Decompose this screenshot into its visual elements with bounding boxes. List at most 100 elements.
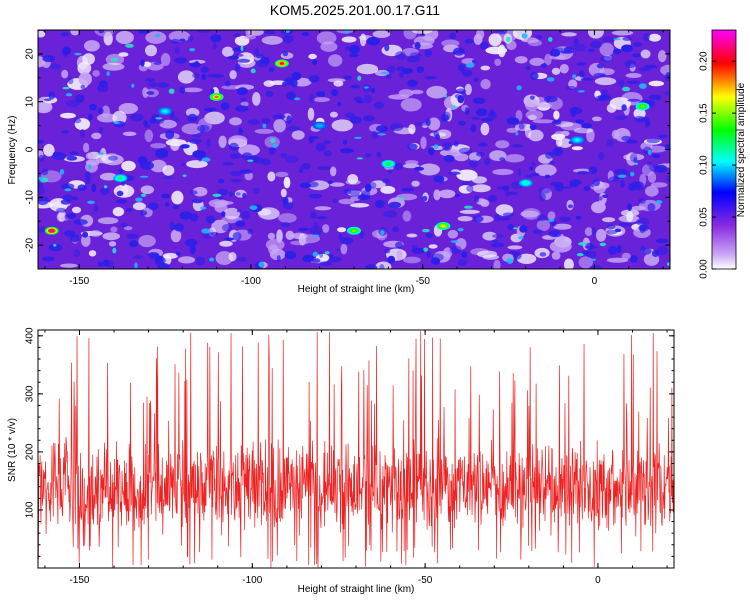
heatmap-low-blob bbox=[60, 263, 78, 268]
heatmap-low-blob bbox=[251, 92, 261, 106]
heatmap-ticks bbox=[38, 29, 670, 270]
heatmap-blue-blob bbox=[203, 107, 218, 112]
heatmap-blue-blob bbox=[82, 231, 89, 238]
heatmap-blue-blob bbox=[69, 151, 79, 155]
heatmap-blue-blob bbox=[99, 187, 110, 195]
heatmap-low-blob bbox=[547, 211, 556, 221]
heatmap-blue-blob bbox=[138, 30, 151, 34]
heatmap-blue-blob bbox=[589, 264, 603, 269]
heatmap-low-blob bbox=[402, 163, 420, 169]
heatmap-low-blob bbox=[254, 128, 274, 134]
heatmap-blue-blob bbox=[192, 72, 200, 79]
heatmap-blue-blob bbox=[280, 222, 291, 227]
heatmap-cyan-blob bbox=[155, 33, 161, 38]
heatmap-low-blob bbox=[228, 252, 237, 262]
heatmap-blue-blob bbox=[563, 46, 573, 52]
heatmap-blue-blob bbox=[217, 178, 225, 184]
heatmap-blue-blob bbox=[140, 161, 155, 170]
heatmap-blue-blob bbox=[407, 143, 418, 151]
heatmap-blue-blob bbox=[286, 115, 292, 124]
heatmap-cyan-blob bbox=[312, 251, 319, 257]
heatmap-cyan-blob bbox=[62, 86, 70, 90]
heatmap-low-blob bbox=[121, 160, 136, 172]
heatmap-blue-blob bbox=[72, 196, 78, 200]
heatmap-blue-blob bbox=[195, 256, 206, 266]
heatmap-low-blob bbox=[38, 30, 46, 38]
heatmap-low-blob bbox=[223, 207, 240, 220]
heatmap-low-blob bbox=[492, 168, 514, 176]
heatmap-blue-blob bbox=[598, 152, 605, 160]
heatmap-blue-blob bbox=[235, 63, 241, 72]
heatmap-blue-blob bbox=[143, 120, 149, 126]
heatmap-blue-blob bbox=[375, 200, 383, 207]
heatmap-blue-blob bbox=[60, 199, 71, 205]
heatmap-cyan-blob bbox=[53, 243, 57, 247]
heatmap-low-blob bbox=[110, 226, 118, 233]
heatmap-cyan-blob bbox=[87, 200, 95, 204]
heatmap-blue-blob bbox=[363, 115, 375, 122]
heatmap-blue-blob bbox=[387, 255, 396, 264]
heatmap-blue-blob bbox=[171, 38, 180, 45]
heatmap-blue-blob bbox=[224, 80, 231, 87]
heatmap-low-blob bbox=[308, 53, 317, 60]
heatmap-texture bbox=[38, 30, 670, 269]
heatmap-low-blob bbox=[524, 98, 539, 112]
heatmap-low-blob bbox=[408, 124, 416, 135]
heatmap-low-blob bbox=[240, 101, 249, 107]
heatmap-cyan-blob bbox=[630, 171, 635, 177]
heatmap-blue-blob bbox=[236, 87, 249, 96]
heatmap-blue-blob bbox=[606, 224, 616, 230]
heatmap-blue-blob bbox=[590, 182, 595, 188]
heatmap-blue-blob bbox=[602, 194, 609, 198]
heatmap-blue-blob bbox=[97, 107, 104, 115]
heatmap-blue-blob bbox=[189, 213, 198, 222]
heatmap-blue-blob bbox=[276, 255, 281, 262]
heatmap-hotspots bbox=[44, 59, 650, 235]
heatmap-blue-blob bbox=[185, 238, 198, 247]
heatmap-low-blob bbox=[112, 110, 127, 125]
heatmap-blue-blob bbox=[165, 130, 175, 140]
heatmap-blue-blob bbox=[61, 130, 70, 134]
heatmap-blue-blob bbox=[593, 73, 607, 77]
heatmap-blue-blob bbox=[452, 47, 465, 56]
heatmap-blue-blob bbox=[145, 78, 155, 82]
heatmap-blue-blob bbox=[235, 220, 246, 228]
heatmap-blue-blob bbox=[629, 153, 638, 162]
heatmap-blue-blob bbox=[426, 250, 431, 259]
heatmap-blue-blob bbox=[313, 222, 319, 229]
heatmap-low-blob bbox=[291, 130, 305, 140]
snr-x-tick-label: 0 bbox=[595, 575, 601, 586]
heatmap-low-blob bbox=[536, 219, 551, 231]
heatmap-low-blob bbox=[514, 56, 528, 64]
heatmap-blue-blob bbox=[518, 123, 525, 130]
heatmap-blue-blob bbox=[664, 90, 670, 96]
heatmap-cyan-blob bbox=[212, 193, 222, 197]
heatmap-cyan-blob bbox=[666, 262, 670, 266]
heatmap-blue-blob bbox=[552, 119, 562, 125]
heatmap-low-blob bbox=[219, 240, 233, 247]
heatmap-blue-blob bbox=[237, 127, 243, 135]
heatmap-blue-blob bbox=[233, 33, 242, 38]
heatmap-blue-blob bbox=[327, 180, 334, 184]
heatmap-blue-blob bbox=[414, 122, 428, 126]
heatmap-blue-blob bbox=[620, 180, 625, 188]
heatmap-low-blob bbox=[331, 119, 353, 132]
heatmap-blue-blob bbox=[169, 221, 175, 231]
heatmap-blue-blob bbox=[189, 245, 196, 255]
heatmap-cyan-blob bbox=[249, 205, 258, 211]
heatmap-blue-blob bbox=[626, 139, 638, 144]
heatmap-cyan-blob bbox=[634, 162, 638, 165]
heatmap-low-blob bbox=[313, 97, 330, 103]
heatmap-blue-blob bbox=[236, 192, 241, 196]
heatmap-cyan-blob bbox=[515, 132, 519, 136]
heatmap-blue-blob bbox=[315, 143, 326, 152]
snr-y-tick-labels: 100 200 300 400 bbox=[25, 327, 36, 518]
heatmap-low-blob bbox=[544, 53, 552, 66]
heatmap-low-blob bbox=[457, 216, 473, 222]
heatmap-blue-blob bbox=[399, 72, 404, 78]
heatmap-blue-blob bbox=[235, 105, 249, 112]
heatmap-cyan-blob bbox=[548, 37, 553, 42]
heatmap-low-blob bbox=[243, 35, 256, 40]
heatmap-blue-blob bbox=[384, 248, 391, 254]
heatmap-low-blob bbox=[143, 61, 152, 67]
